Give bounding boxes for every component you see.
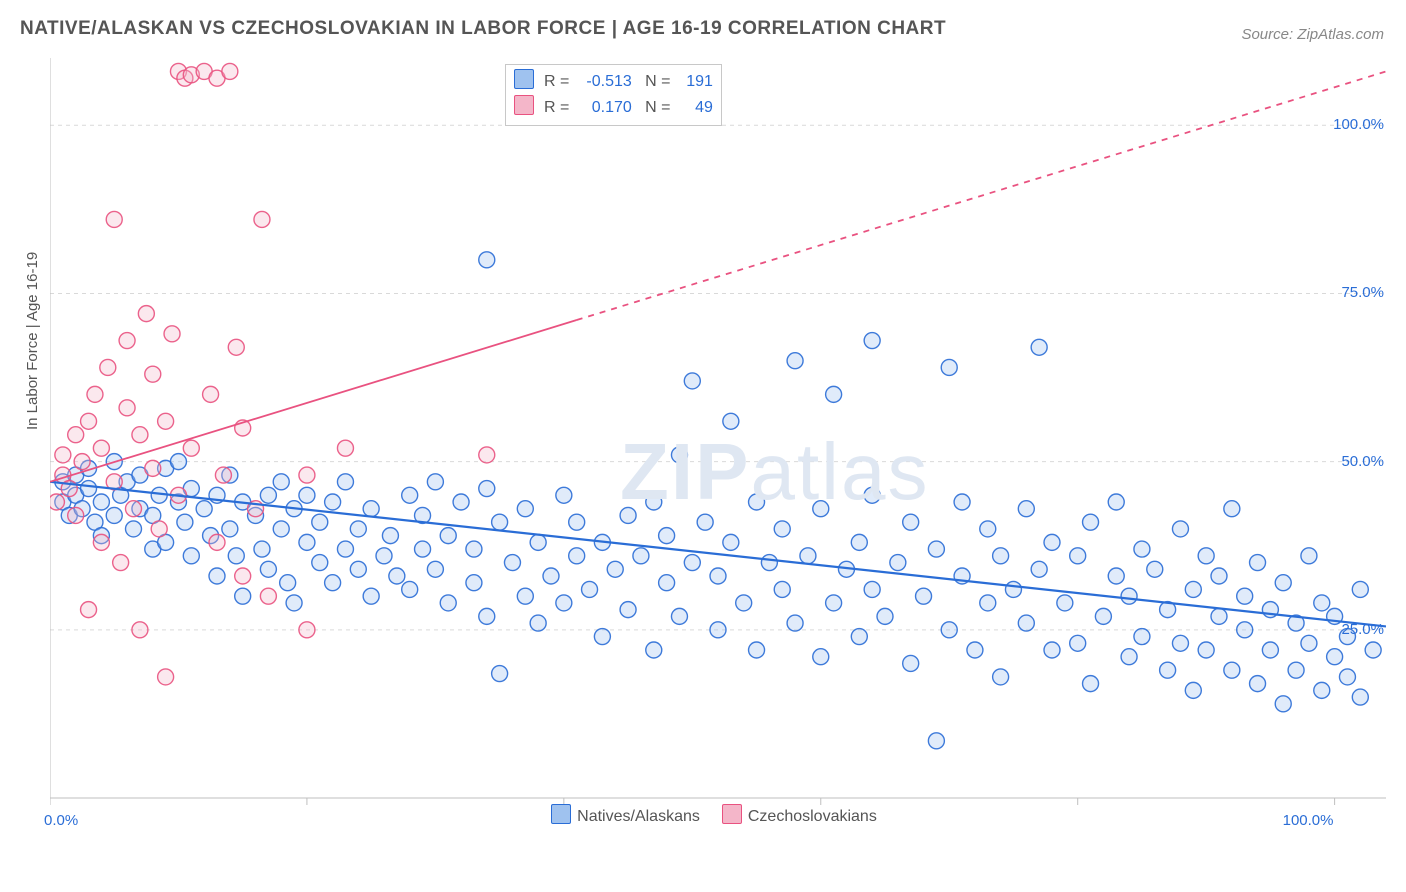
y-tick-label: 50.0%: [1341, 453, 1384, 470]
x-tick-label: 100.0%: [1283, 812, 1334, 829]
stats-legend: R = -0.513 N = 191R = 0.170 N = 49: [505, 64, 722, 126]
y-tick-label: 100.0%: [1333, 116, 1384, 133]
y-tick-label: 25.0%: [1341, 621, 1384, 638]
legend-label: Czechoslovakians: [748, 808, 877, 825]
watermark: ZIPatlas: [620, 426, 929, 518]
source-credit: Source: ZipAtlas.com: [1241, 26, 1384, 43]
chart-area: ZIPatlas R = -0.513 N = 191R = 0.170 N =…: [50, 58, 1386, 828]
y-axis-label: In Labor Force | Age 16-19: [24, 252, 41, 430]
legend-label: Natives/Alaskans: [577, 808, 700, 825]
series-legend: Natives/Alaskans Czechoslovakians: [0, 804, 1406, 892]
x-tick-label: 0.0%: [44, 812, 78, 829]
chart-title: NATIVE/ALASKAN VS CZECHOSLOVAKIAN IN LAB…: [20, 18, 946, 40]
y-tick-label: 75.0%: [1341, 284, 1384, 301]
